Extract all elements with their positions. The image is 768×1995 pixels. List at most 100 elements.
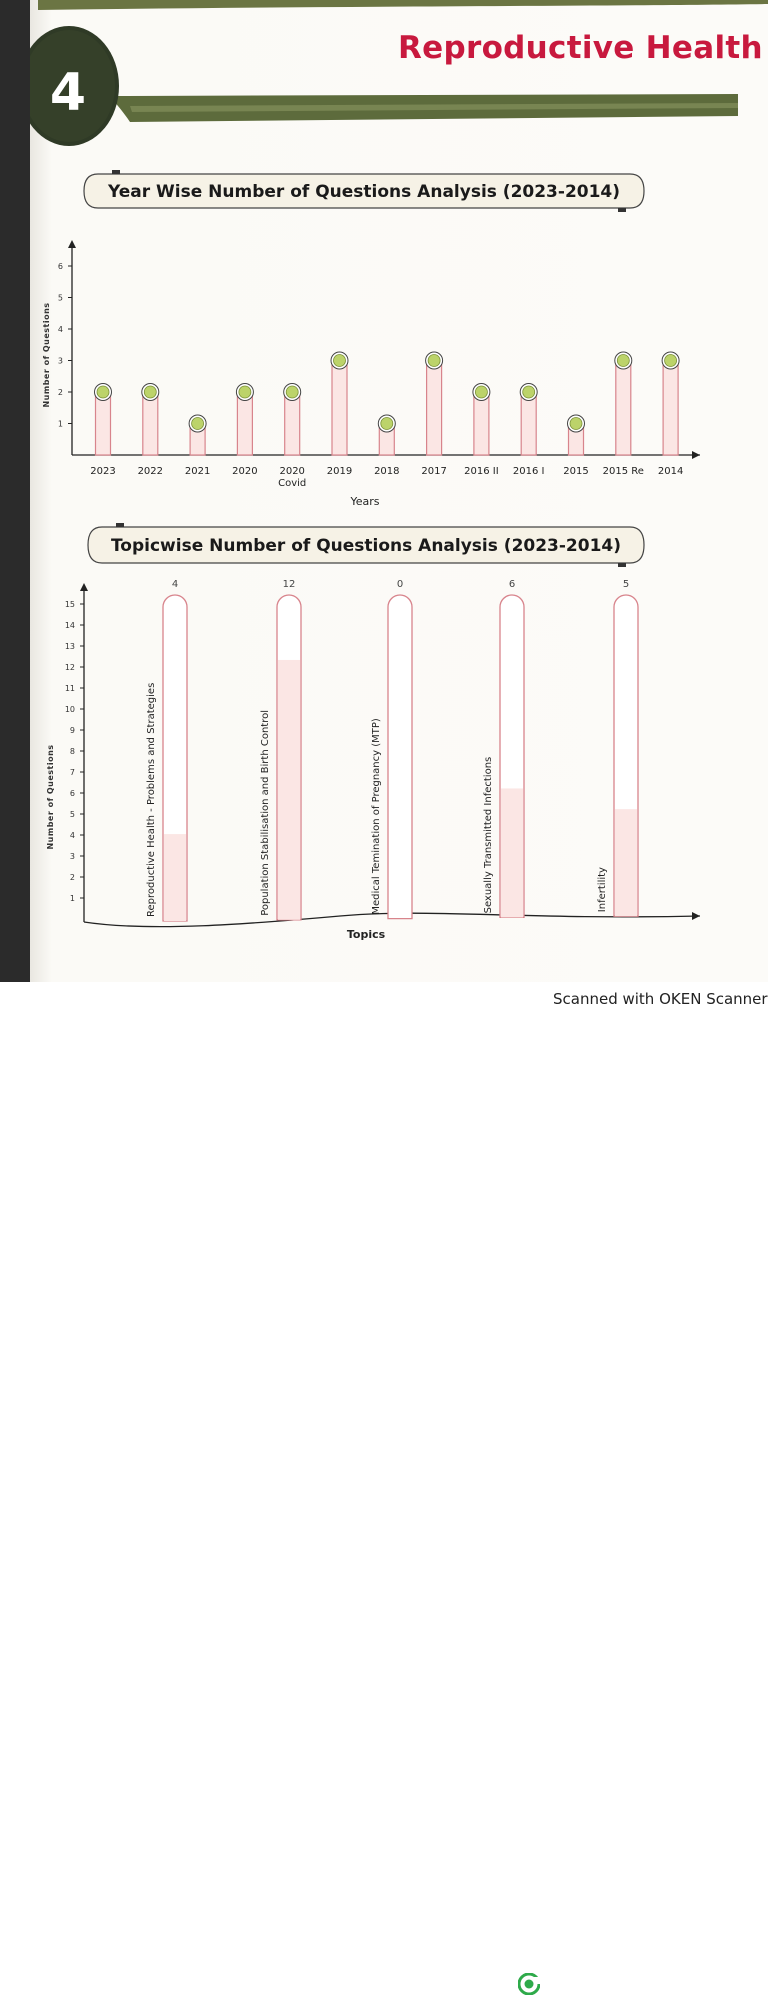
topic-bar-fill bbox=[615, 809, 637, 917]
year-x-tick-label-line: Covid bbox=[278, 478, 306, 489]
year-bar bbox=[284, 391, 301, 456]
topic-category-label: Sexually Transmitted Infections bbox=[483, 757, 494, 914]
year-y-axis-title: Number of Questions bbox=[42, 302, 51, 407]
year-bar bbox=[615, 359, 632, 456]
year-y-tick-label: 2 bbox=[58, 388, 63, 397]
year-x-tick-label: 2020 Covid bbox=[278, 466, 306, 489]
topic-y-tick-label: 13 bbox=[65, 642, 75, 651]
topic-y-tick-label: 14 bbox=[65, 621, 75, 630]
topic-category-label: Medical Temination of Pregnancy (MTP) bbox=[371, 718, 382, 915]
topic-y-tick-label: 1 bbox=[70, 894, 75, 903]
year-y-tick-label: 1 bbox=[58, 420, 63, 429]
chapter-circle-inner bbox=[30, 30, 115, 142]
year-bar-dot bbox=[143, 385, 157, 399]
year-x-axis-arrow bbox=[692, 451, 700, 459]
book-page: 4 Reproductive Health bbox=[30, 0, 768, 982]
year-x-tick-label-line: 2020 bbox=[279, 466, 304, 477]
year-bar-dot bbox=[664, 354, 677, 367]
year-x-tick-label-line: 2021 bbox=[185, 466, 210, 477]
topic-category-label: Population Stabilisation and Birth Contr… bbox=[260, 710, 271, 916]
year-bar-dot bbox=[96, 385, 110, 399]
topic-chart-title-banner bbox=[87, 526, 645, 564]
chapter-header: 4 bbox=[30, 0, 768, 146]
year-bar bbox=[520, 391, 537, 456]
scanner-logo-icon bbox=[518, 1973, 540, 1995]
topic-y-axis-arrow bbox=[80, 583, 88, 591]
topic-y-tick-label: 2 bbox=[70, 873, 75, 882]
year-bar bbox=[331, 359, 348, 456]
year-bar bbox=[94, 391, 112, 456]
topic-y-axis-title: Number of Questions bbox=[46, 744, 55, 849]
topic-y-tick-label: 10 bbox=[65, 705, 75, 714]
year-x-tick-label-line: 2016 II bbox=[464, 466, 499, 477]
year-bar bbox=[426, 359, 443, 456]
year-chart-title: Year Wise Number of Questions Analysis (… bbox=[107, 182, 620, 202]
year-x-tick-label: 2017 bbox=[421, 466, 446, 477]
year-x-tick-label-line: 2014 bbox=[658, 466, 683, 477]
year-bar-dot bbox=[380, 417, 394, 430]
year-x-tick-label-line: 2023 bbox=[90, 466, 115, 477]
year-bar-dot bbox=[191, 417, 205, 430]
year-bar bbox=[662, 359, 679, 456]
scanner-text: Scanned with OKEN Scanner bbox=[553, 990, 768, 1008]
topic-y-tick-label: 11 bbox=[65, 684, 75, 693]
header-band-highlight bbox=[130, 103, 738, 112]
year-x-tick-label-line: 2019 bbox=[327, 466, 352, 477]
year-x-tick-label-line: 2020 bbox=[232, 466, 257, 477]
topic-data-label: 12 bbox=[283, 579, 296, 590]
year-x-axis-title: Years bbox=[349, 495, 379, 508]
topic-category-label: Infertility bbox=[597, 867, 608, 912]
year-chart-banner-notch-left bbox=[112, 170, 120, 174]
topic-y-tick-label: 3 bbox=[70, 852, 75, 861]
year-y-tick-label: 3 bbox=[58, 357, 63, 366]
year-wise-chart: Year Wise Number of Questions Analysis (… bbox=[42, 170, 700, 508]
topic-x-axis-title: Topics bbox=[347, 928, 386, 941]
topic-bar-fill bbox=[278, 659, 300, 920]
topic-y-tick-label: 5 bbox=[70, 810, 75, 819]
topic-y-tick-label: 9 bbox=[70, 726, 75, 735]
year-bar-dot bbox=[522, 385, 536, 399]
year-y-tick-label: 4 bbox=[58, 325, 63, 334]
year-bar-dot bbox=[474, 385, 488, 399]
year-bar-dot bbox=[333, 354, 346, 367]
year-x-tick-label: 2018 bbox=[374, 466, 399, 477]
year-bar-dot bbox=[238, 385, 252, 399]
year-x-tick-label: 2023 bbox=[90, 466, 115, 477]
year-x-tick-label-line: 2015 Re bbox=[603, 466, 644, 477]
year-chart-title-banner bbox=[83, 173, 645, 209]
topic-wise-chart: Topicwise Number of Questions Analysis (… bbox=[46, 523, 701, 941]
year-x-tick-label: 2016 I bbox=[513, 466, 545, 477]
year-y-axis-arrow bbox=[68, 240, 76, 248]
year-bar-dot bbox=[616, 354, 630, 367]
year-x-tick-label: 2020 bbox=[232, 466, 257, 477]
year-x-tick-label: 2014 bbox=[658, 466, 683, 477]
chapter-number: 4 bbox=[50, 63, 86, 123]
topic-bar-outline bbox=[387, 594, 413, 920]
topic-data-label: 4 bbox=[172, 579, 178, 590]
year-x-tick-label-line: 2016 I bbox=[513, 466, 545, 477]
year-x-tick-label: 2016 II bbox=[464, 466, 499, 477]
topic-data-label: 5 bbox=[623, 579, 629, 590]
year-x-tick-label-line: 2015 bbox=[563, 466, 588, 477]
year-x-tick-label-line: 2017 bbox=[421, 466, 446, 477]
year-bar bbox=[236, 391, 253, 456]
topic-bar-fill bbox=[501, 788, 523, 918]
year-x-tick-label: 2015 bbox=[563, 466, 588, 477]
topic-x-axis bbox=[83, 912, 701, 928]
year-y-tick-label: 6 bbox=[58, 262, 63, 271]
year-x-tick-label: 2019 bbox=[327, 466, 352, 477]
year-bar-dot bbox=[285, 385, 299, 399]
topic-bar-fill bbox=[164, 834, 186, 921]
topic-chart-title: Topicwise Number of Questions Analysis (… bbox=[111, 536, 621, 556]
topic-chart-banner-notch-left bbox=[116, 523, 124, 527]
year-x-tick-label: 2022 bbox=[138, 466, 163, 477]
year-bar bbox=[473, 391, 490, 456]
topic-data-label: 6 bbox=[509, 579, 515, 590]
year-x-tick-label-line: 2022 bbox=[138, 466, 163, 477]
scanner-footer: Scanned with OKEN Scanner bbox=[0, 982, 768, 1995]
topic-y-tick-label: 6 bbox=[70, 789, 75, 798]
topic-category-label: Reproductive Health - Problems and Strat… bbox=[146, 683, 157, 917]
topic-y-tick-label: 12 bbox=[65, 663, 75, 672]
topic-x-axis-arrow bbox=[692, 912, 700, 920]
topic-chart-banner-notch-right bbox=[618, 563, 626, 567]
